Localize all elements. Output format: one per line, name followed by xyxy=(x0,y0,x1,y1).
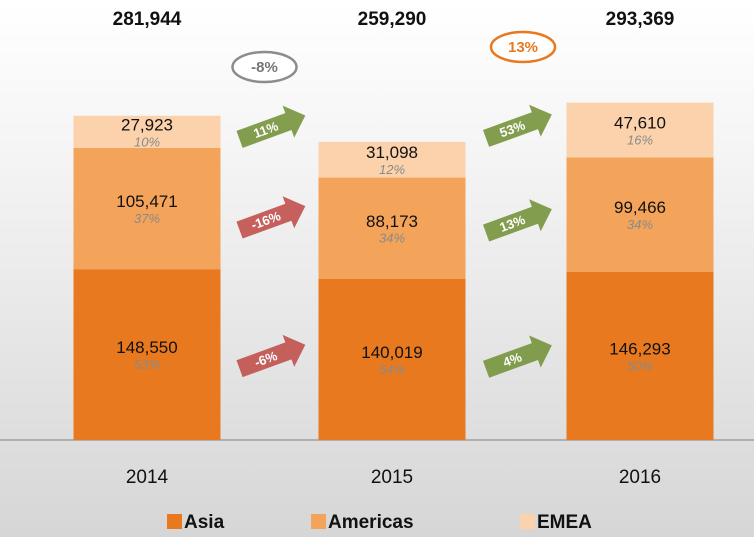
value-label: 88,173 xyxy=(366,212,418,231)
total-label: 259,290 xyxy=(358,9,427,30)
value-label: 148,550 xyxy=(116,338,177,357)
value-label: 27,923 xyxy=(121,115,173,134)
share-label: 10% xyxy=(134,134,160,149)
total-label: 293,369 xyxy=(606,9,675,30)
legend-swatch xyxy=(520,514,535,529)
value-label: 140,019 xyxy=(361,343,422,362)
total-label: 281,944 xyxy=(113,9,182,30)
legend-label: EMEA xyxy=(537,512,592,533)
share-label: 37% xyxy=(134,211,160,226)
legend-swatch xyxy=(167,514,182,529)
share-label: 34% xyxy=(379,231,405,246)
category-label: 2015 xyxy=(371,467,413,488)
share-label: 53% xyxy=(134,357,160,372)
legend-label: Asia xyxy=(184,512,225,533)
share-label: 34% xyxy=(627,217,653,232)
legend-label: Americas xyxy=(328,512,414,533)
category-label: 2014 xyxy=(126,467,169,488)
value-label: 146,293 xyxy=(609,339,670,358)
category-label: 2016 xyxy=(619,467,661,488)
value-label: 47,610 xyxy=(614,113,666,132)
chart: 148,55053% 105,47137% 27,92310% 2014 281,944… xyxy=(0,0,754,537)
page: 148,55053% 105,47137% 27,92310% 2014 281,944… xyxy=(0,0,754,537)
share-label: 50% xyxy=(627,358,653,373)
share-label: 16% xyxy=(627,132,653,147)
value-label: 31,098 xyxy=(366,143,418,162)
value-label: 105,471 xyxy=(116,192,177,211)
total-change-label: 13% xyxy=(508,39,538,56)
value-label: 99,466 xyxy=(614,198,666,217)
legend-swatch xyxy=(311,514,326,529)
share-label: 12% xyxy=(379,162,405,177)
total-change-label: -8% xyxy=(251,59,278,76)
share-label: 54% xyxy=(379,362,405,377)
